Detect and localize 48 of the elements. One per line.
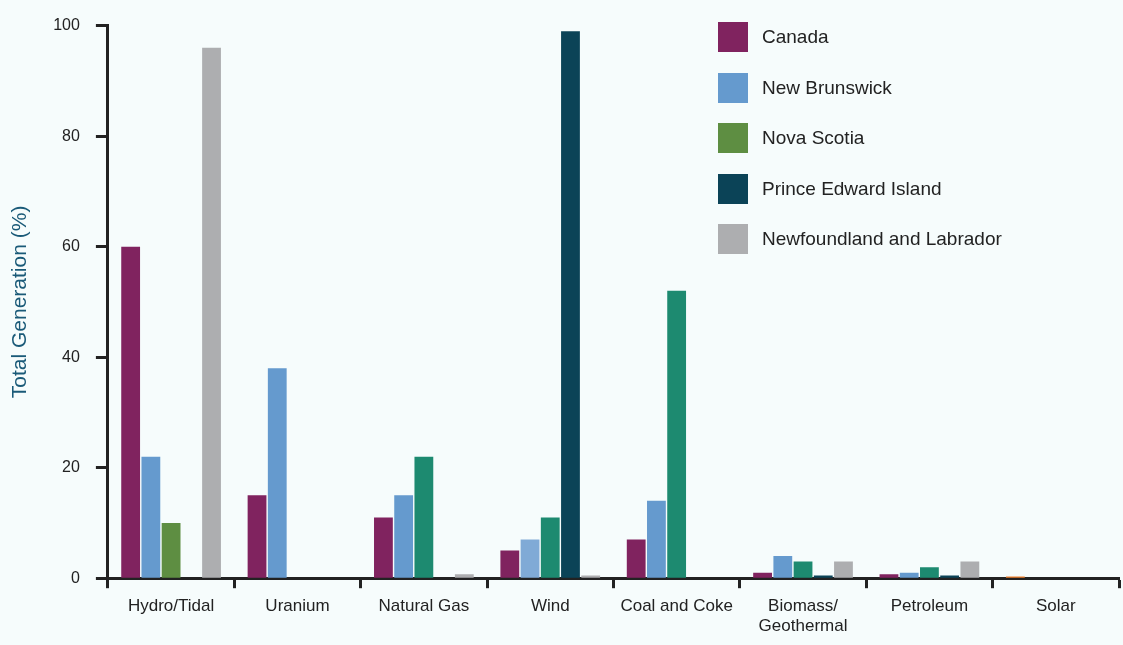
bar [394, 495, 414, 578]
y-tick-label: 100 [53, 16, 80, 34]
y-tick-label: 20 [62, 458, 80, 476]
bar [161, 522, 181, 578]
bar [834, 561, 853, 578]
bar [960, 561, 980, 578]
x-tick-label: Coal and Coke [620, 596, 733, 616]
legend-label: Prince Edward Island [762, 177, 942, 200]
x-tick-label: Hydro/Tidal [127, 596, 215, 616]
bar [899, 572, 919, 578]
x-tick-label: Natural Gas [378, 596, 470, 616]
bar [753, 572, 772, 578]
y-tick-label: 0 [70, 568, 80, 586]
bar [940, 575, 960, 578]
legend-label: Canada [762, 26, 829, 49]
x-tick-label: Uranium [265, 596, 330, 616]
legend-label: Nova Scotia [762, 127, 865, 150]
bar [667, 290, 687, 578]
y-axis-title: Total Generation (%) [7, 205, 31, 399]
bar [141, 456, 161, 578]
bar [121, 246, 141, 578]
bar [581, 575, 601, 578]
bar [793, 561, 813, 578]
bar [561, 31, 580, 578]
x-tick-label: Petroleum [890, 596, 969, 616]
bar [500, 550, 520, 578]
x-tick-label: Solar [1035, 596, 1076, 616]
bar [414, 456, 434, 578]
y-tick-label: 80 [62, 126, 80, 144]
y-tick-label: 60 [62, 237, 80, 255]
bar [920, 567, 939, 578]
bar [540, 517, 560, 578]
bar [813, 575, 833, 578]
bar [454, 574, 474, 578]
bar [267, 368, 287, 578]
legend-label: Newfoundland and Labrador [762, 228, 1002, 251]
bar [247, 495, 267, 578]
bar [520, 539, 540, 578]
bar [773, 556, 793, 578]
x-tick-label: Wind [530, 596, 570, 616]
legend-label: New Brunswick [762, 76, 892, 99]
bar [647, 500, 666, 578]
y-tick-label: 40 [62, 347, 80, 365]
x-tick-label: Biomass/ Geothermal [758, 596, 848, 636]
bar [879, 574, 899, 578]
bar [626, 539, 646, 578]
bar [202, 47, 221, 578]
bar [374, 517, 393, 578]
